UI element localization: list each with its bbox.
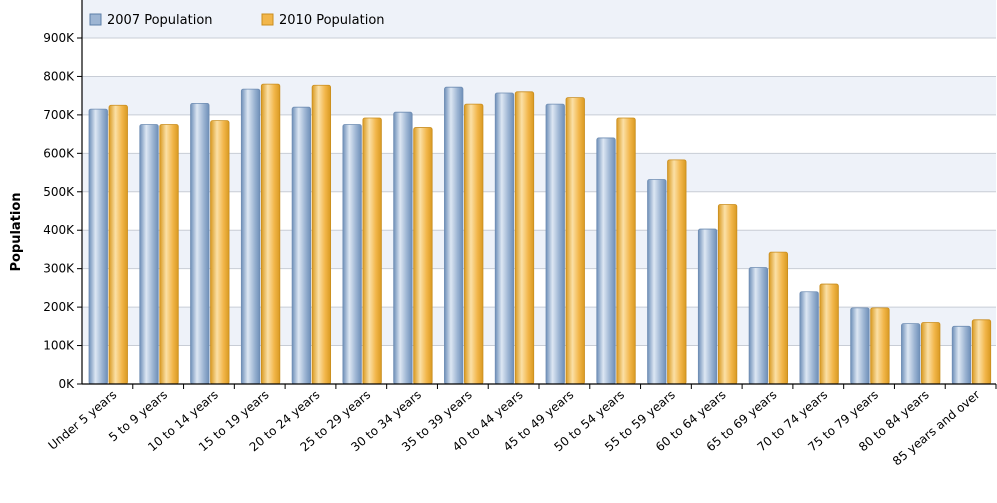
bar-2010 [616,117,636,385]
y-tick-label: 300K [43,262,75,276]
plot-band [82,0,996,38]
y-tick-label: 500K [43,185,75,199]
plot-band [82,307,996,346]
bar-2010 [108,104,128,385]
bar-2010 [413,127,433,385]
y-tick-label: 400K [43,223,75,237]
bar-2010 [717,204,738,385]
bar-2010 [921,322,941,385]
bar-2007 [444,86,464,385]
bar-2010 [210,120,230,385]
y-tick-label: 900K [43,31,75,45]
bar-2007 [139,124,159,385]
bar-2010 [514,91,535,385]
bar-2007 [393,111,413,385]
plot-band [82,76,996,115]
bar-2007 [342,124,362,385]
plot-band [82,230,996,269]
gridlines [77,37,996,385]
bar-2010 [464,103,484,385]
bar-2007 [799,291,819,385]
y-tick-label: 700K [43,108,75,122]
y-tick-label: 0K [58,377,75,391]
bar-2010 [362,117,382,385]
bar-2007 [545,103,565,385]
axes [81,0,996,385]
y-axis-label: Population [9,192,24,271]
x-tick-label: Under 5 years [46,388,120,453]
y-tick-label: 200K [43,300,75,314]
bar-2007 [88,108,108,385]
bar-2010 [159,124,179,385]
bar-2010 [819,283,839,385]
legend-swatch [261,13,274,26]
bar-2010 [311,84,332,385]
bar-2007 [647,179,667,385]
bar-2007 [850,307,870,385]
bar-2007 [494,92,515,385]
y-tick-label: 100K [43,339,75,353]
bar-2007 [748,267,769,385]
y-tick-label: 800K [43,69,75,83]
y-tick-labels: 0K 100K 200K 300K 400K 500K 600K 700K 800K 900K [43,31,75,391]
bar-2010 [971,319,992,385]
bar-2007 [901,323,921,385]
legend-label: 2007 Population [107,13,213,28]
bar-2007 [596,137,616,385]
bar-2007 [291,106,312,385]
bar-2010 [260,83,281,385]
legend-label: 2010 Population [279,13,385,28]
y-tick-label: 600K [43,146,75,160]
bar-2010 [565,97,585,385]
legend-swatch [89,13,102,26]
bar-2007 [190,102,210,385]
plot-band [82,153,996,192]
bar-2010 [870,307,890,385]
bar-2010 [667,159,687,385]
bar-2007 [697,228,718,385]
bar-2010 [768,251,789,385]
bar-2007 [240,88,261,385]
x-tick-label: 85 years and over [890,388,983,469]
legend: 2007 Population 2010 Population [89,13,385,28]
bar-2007 [951,325,972,385]
